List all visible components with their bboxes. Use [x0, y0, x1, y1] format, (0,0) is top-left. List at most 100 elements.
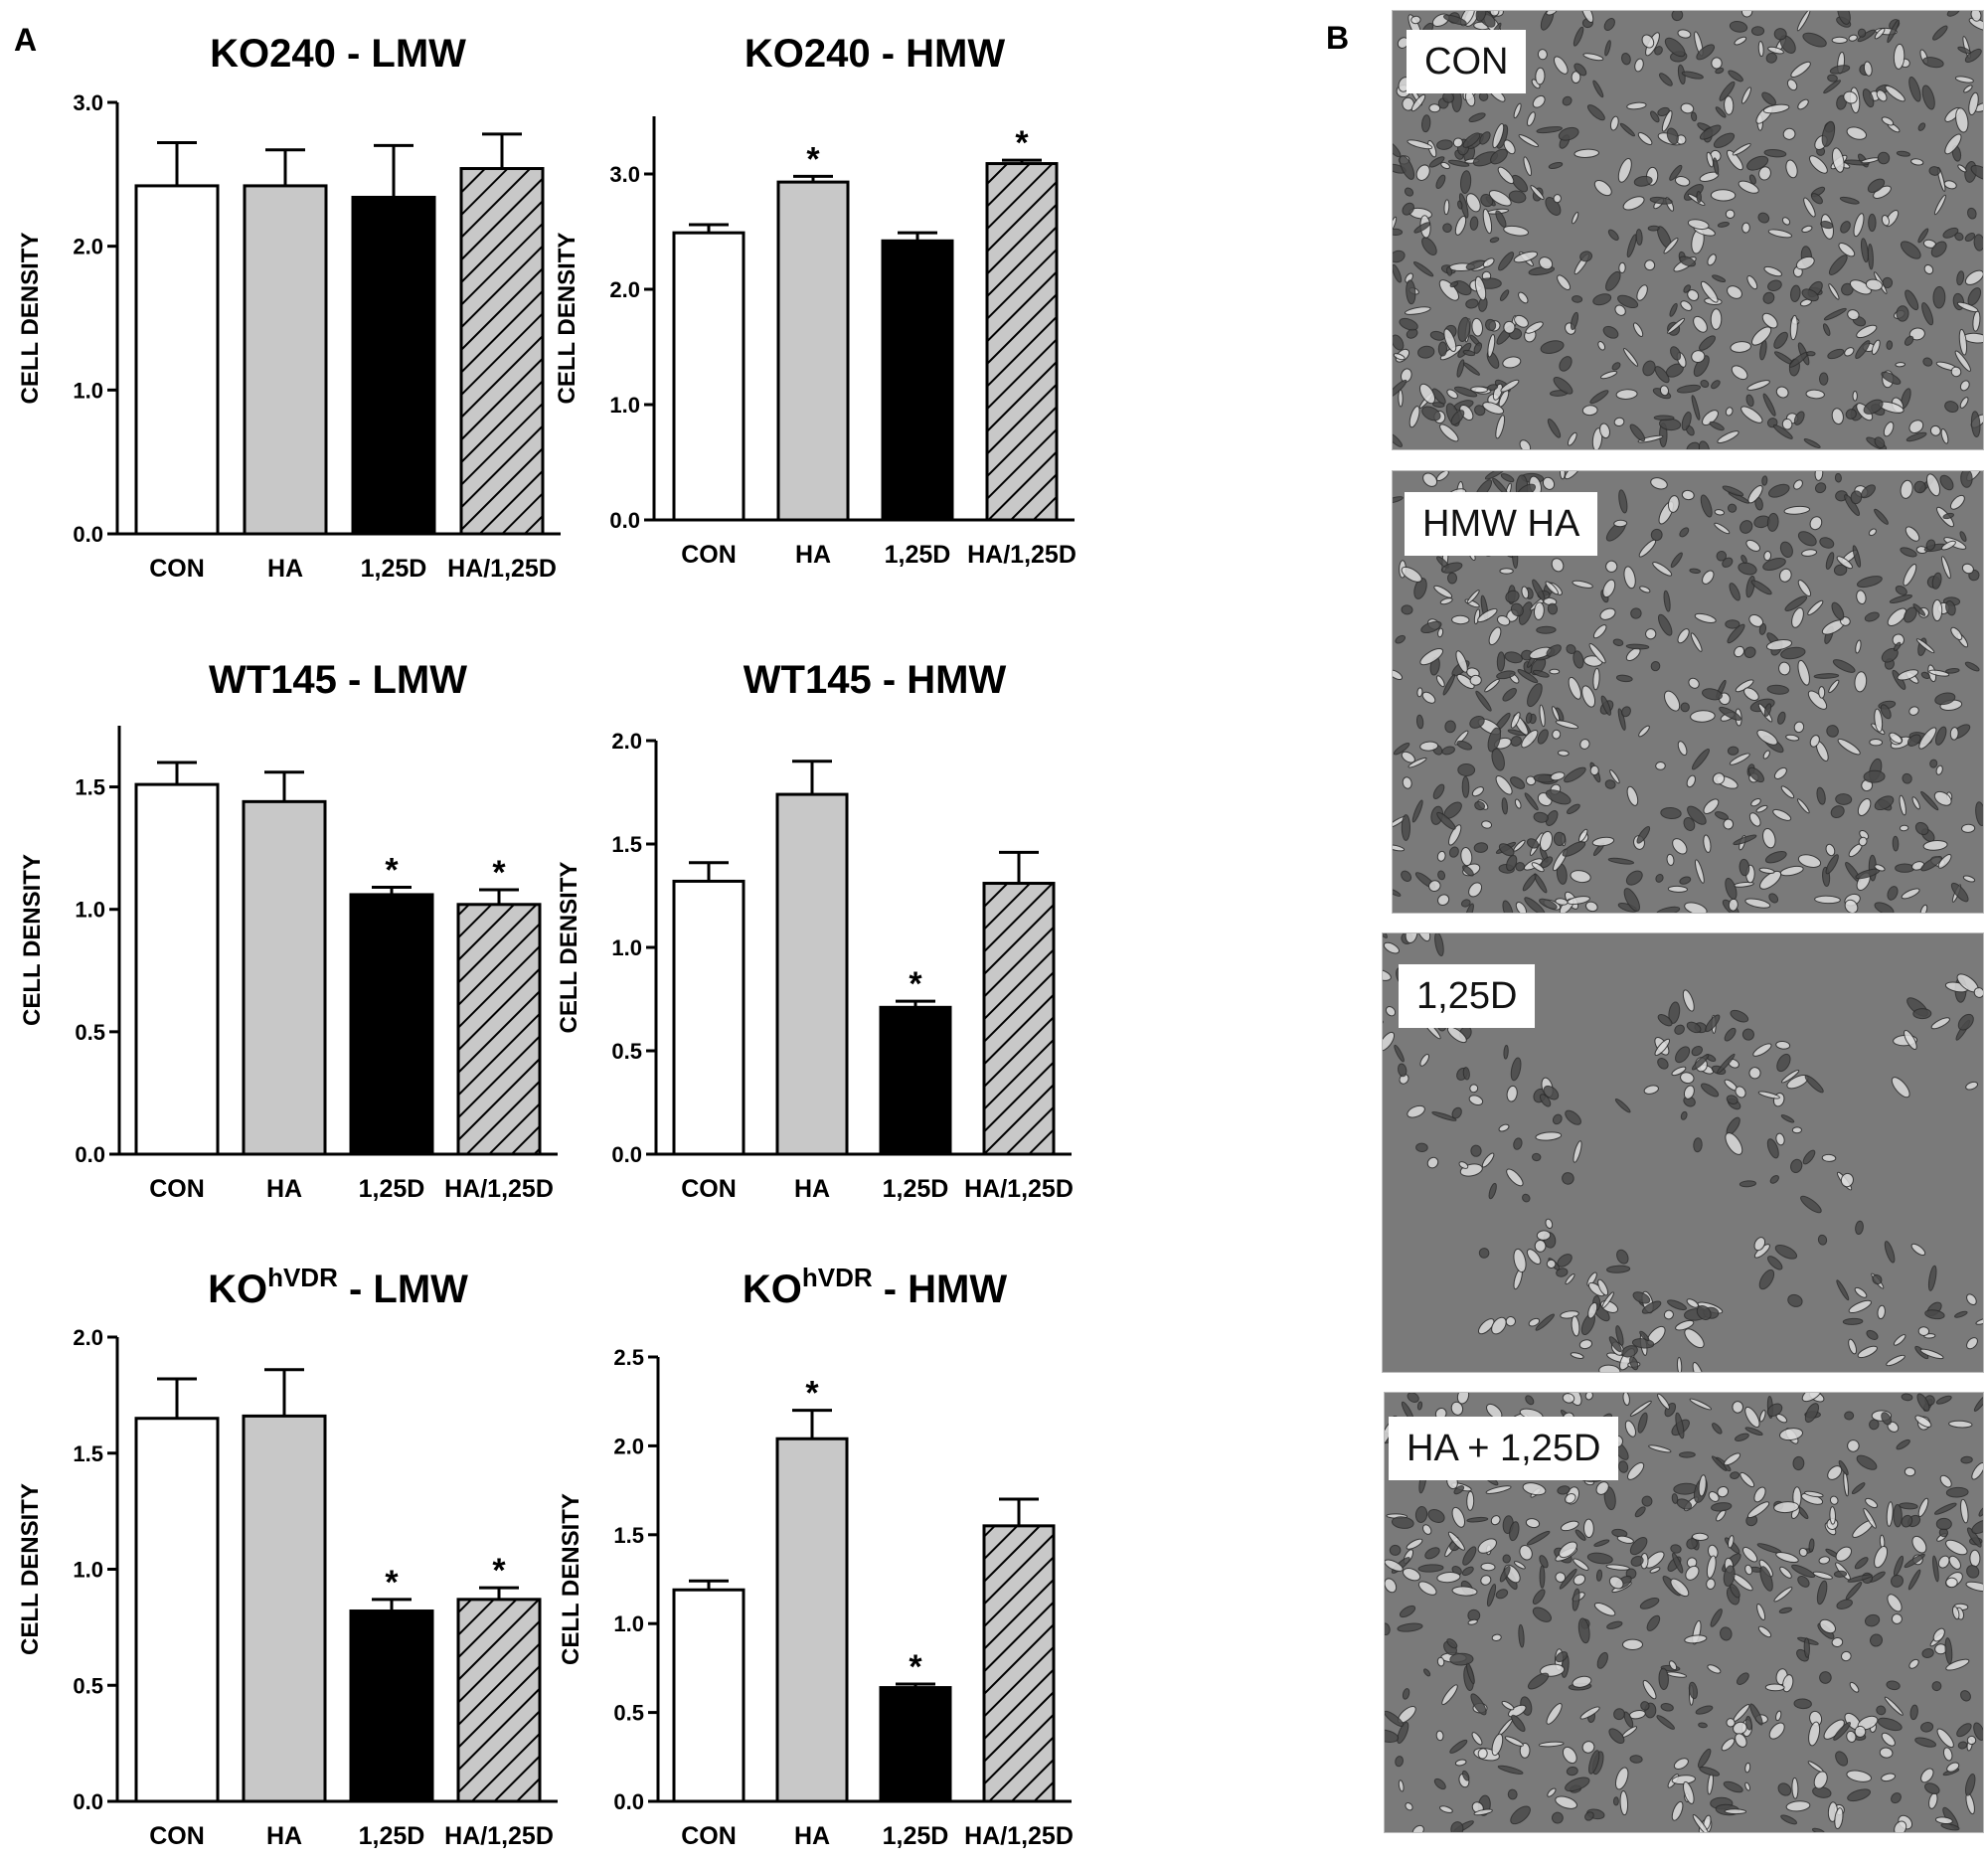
cell [1605, 560, 1618, 573]
y-tick-label: 3.0 [73, 90, 103, 115]
cell [1566, 803, 1580, 815]
cell [1758, 622, 1767, 635]
cell [1568, 676, 1581, 700]
cell [1660, 1703, 1674, 1712]
cell [1557, 1485, 1571, 1495]
cell [1393, 844, 1406, 852]
cell [1654, 366, 1670, 384]
cell [1717, 221, 1730, 228]
cell [1727, 623, 1745, 644]
cell [1768, 893, 1779, 904]
cell [1778, 568, 1792, 583]
cell [1526, 1530, 1551, 1546]
cell [1389, 1544, 1402, 1556]
bar-HA/1,25D [982, 1524, 1056, 1803]
cell [1669, 302, 1678, 317]
cell [1479, 131, 1491, 145]
cell [1489, 11, 1500, 17]
cell [1673, 1758, 1689, 1770]
cell [1816, 1580, 1828, 1606]
cell [1838, 242, 1856, 257]
cell [1957, 164, 1967, 173]
cell [1565, 1493, 1576, 1504]
cell [1692, 748, 1710, 770]
cell [1471, 1732, 1483, 1746]
cell [1762, 828, 1776, 849]
cell [1412, 260, 1434, 277]
cell [1439, 423, 1459, 442]
y-tick-label: 2.5 [613, 1345, 644, 1370]
cell [1899, 794, 1906, 816]
cell [1803, 438, 1821, 448]
cell [1833, 564, 1848, 577]
cell [1429, 330, 1445, 341]
cell [1537, 729, 1549, 745]
cell [1431, 388, 1446, 405]
cell [1762, 393, 1776, 417]
cell [1796, 798, 1810, 814]
cell [1935, 1395, 1952, 1405]
cell [1450, 1821, 1464, 1832]
cell [1641, 1300, 1662, 1314]
cell [1950, 626, 1963, 641]
cell [1475, 11, 1487, 22]
cell [1693, 1137, 1703, 1153]
cell [1819, 1671, 1832, 1684]
cell [1436, 811, 1456, 830]
cell [1881, 116, 1895, 126]
cell [1605, 270, 1621, 291]
cell [1881, 215, 1890, 227]
cell [1863, 1507, 1877, 1529]
significance-star: * [1015, 124, 1029, 162]
cell [1876, 1705, 1887, 1716]
cell [1757, 1625, 1772, 1638]
cell [1703, 798, 1720, 814]
chart-2: KO240 - HMW CELL DENSITY 0.0 1.0 2.0 3.0 CON * H… [554, 32, 1077, 569]
cell [1535, 67, 1546, 85]
cell [1958, 328, 1968, 356]
cell [1869, 1419, 1880, 1431]
cell [1814, 895, 1841, 905]
cell [1513, 1248, 1527, 1273]
cell [1671, 1800, 1684, 1821]
cell [1691, 1054, 1710, 1071]
cell [1532, 1589, 1546, 1605]
cell [1960, 471, 1973, 488]
cell [1627, 1461, 1645, 1480]
cell [1966, 1735, 1977, 1746]
cell [1830, 805, 1845, 819]
cell [1724, 1808, 1747, 1815]
cell [1597, 1278, 1609, 1296]
cell [1397, 1722, 1409, 1744]
cell [1911, 796, 1920, 810]
cell [1605, 1564, 1630, 1571]
cell [1580, 11, 1594, 23]
cell [1723, 818, 1735, 830]
cell [1921, 85, 1935, 110]
cell [1892, 633, 1905, 646]
bar-CON [672, 231, 746, 522]
cell [1857, 28, 1867, 38]
cell [1385, 1729, 1400, 1743]
chart-6: KOhVDR - HMW CELL DENSITY 0.0 0.5 1.0 1.5 2.0 2… [558, 1263, 1074, 1850]
cell [1537, 49, 1548, 61]
cell [1577, 1617, 1590, 1644]
cell [1945, 1539, 1968, 1556]
cell [1612, 1796, 1619, 1806]
cell [1619, 122, 1636, 137]
cell [1719, 81, 1736, 101]
cell [1869, 738, 1884, 747]
cell [1933, 790, 1952, 806]
cell [1668, 1001, 1681, 1024]
cell [1443, 199, 1450, 216]
cell [1507, 1788, 1518, 1800]
cell [1670, 1578, 1690, 1598]
cell [1591, 836, 1615, 847]
cell [1470, 386, 1488, 394]
cell [1571, 1315, 1580, 1337]
cell [1555, 898, 1569, 906]
cell [1773, 28, 1787, 41]
cell [1919, 904, 1928, 913]
cell [1675, 1412, 1685, 1439]
cell [1887, 886, 1899, 901]
